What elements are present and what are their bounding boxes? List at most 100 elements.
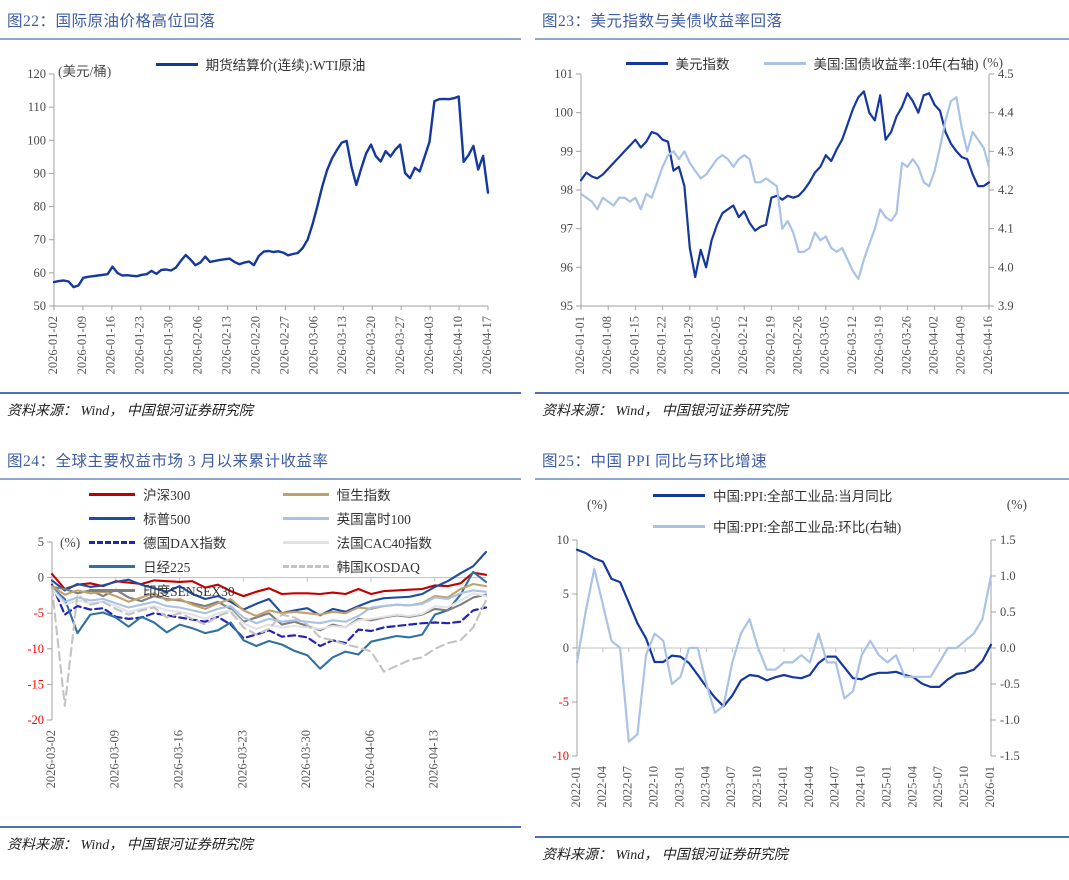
svg-text:2026-03-13: 2026-03-13 [335, 316, 349, 374]
svg-text:2026-02-19: 2026-02-19 [763, 316, 777, 374]
series-line-8 [50, 586, 488, 707]
svg-text:2024-04: 2024-04 [802, 765, 816, 807]
svg-text:2026-01-15: 2026-01-15 [627, 316, 641, 374]
title-divider [0, 478, 521, 480]
panel-figure-22: 图22：国际原油价格高位回落 期货结算价(连续):WTI原油 (美元/桶) 12… [0, 0, 521, 440]
y-axis-left: 120 110 100 90 80 70 60 50 [27, 67, 55, 313]
panel-figure-23: 图23：美元指数与美债收益率回落 美元指数 美国:国债收益率:10年(右轴) (%… [535, 0, 1069, 440]
svg-text:2026-01-02: 2026-01-02 [46, 316, 60, 374]
y-axis-right: 1.5 1.0 0.5 0.0 -0.5 -1.0 -1.5 [990, 533, 1020, 763]
bottom-divider [535, 392, 1069, 394]
bottom-divider [0, 392, 521, 394]
svg-text:2026-02-06: 2026-02-06 [191, 316, 205, 374]
svg-text:4.4: 4.4 [998, 106, 1014, 120]
svg-text:70: 70 [34, 233, 47, 247]
panel-figure-25: 图25：中国 PPI 同比与环比增速 中国:PPI:全部工业品:当月同比 中国:P… [535, 440, 1069, 880]
svg-text:1.5: 1.5 [1000, 533, 1016, 547]
y-axis-left: 5 0 -5 -10 -15 -20 [27, 535, 53, 727]
chart-title: 图23：美元指数与美债收益率回落 [542, 13, 783, 30]
axis-unit-label: (%) [60, 535, 81, 550]
svg-text:2026-01-30: 2026-01-30 [162, 316, 176, 374]
svg-text:2026-04-06: 2026-04-06 [363, 730, 377, 788]
chart-title: 图22：国际原油价格高位回落 [7, 13, 216, 30]
svg-text:-15: -15 [27, 677, 44, 691]
svg-text:10: 10 [557, 533, 570, 547]
svg-text:-0.5: -0.5 [1000, 677, 1020, 691]
svg-text:4.1: 4.1 [998, 222, 1014, 236]
series-line-1 [579, 96, 991, 280]
svg-text:4.3: 4.3 [998, 144, 1014, 158]
svg-text:2026-02-05: 2026-02-05 [709, 316, 723, 374]
title-divider [535, 38, 1069, 40]
svg-text:2026-03-06: 2026-03-06 [306, 316, 320, 374]
svg-text:2022-07: 2022-07 [621, 766, 635, 808]
svg-text:2026-04-17: 2026-04-17 [480, 316, 494, 374]
svg-text:-10: -10 [27, 642, 44, 656]
svg-text:5: 5 [563, 587, 569, 601]
svg-text:4.2: 4.2 [998, 183, 1014, 197]
svg-text:2023-10: 2023-10 [750, 766, 764, 808]
svg-text:2026-03-12: 2026-03-12 [845, 316, 859, 374]
svg-text:2022-04: 2022-04 [595, 765, 609, 807]
svg-text:2026-03-19: 2026-03-19 [872, 316, 886, 374]
svg-text:2022-01: 2022-01 [569, 766, 583, 808]
svg-text:4.5: 4.5 [998, 67, 1014, 81]
svg-text:2026-03-05: 2026-03-05 [818, 316, 832, 374]
series-line-0 [52, 95, 490, 289]
svg-text:2026-01-09: 2026-01-09 [75, 316, 89, 374]
svg-text:2026-03-16: 2026-03-16 [171, 730, 185, 788]
svg-text:2025-10: 2025-10 [957, 766, 971, 808]
svg-text:101: 101 [554, 67, 573, 81]
svg-text:2024-07: 2024-07 [828, 766, 842, 808]
svg-text:2026-02-20: 2026-02-20 [248, 316, 262, 374]
svg-text:2026-03-02: 2026-03-02 [44, 730, 58, 788]
axis-unit-label: (%) [1006, 497, 1027, 512]
svg-text:0.5: 0.5 [1000, 605, 1016, 619]
x-axis: 2026-01-02 2026-01-09 2026-01-16 2026-01-23… [46, 305, 494, 374]
svg-text:2026-03-30: 2026-03-30 [299, 730, 313, 788]
series-line-1 [50, 550, 488, 617]
svg-text:100: 100 [27, 133, 46, 147]
svg-text:0: 0 [563, 641, 569, 655]
svg-text:2024-10: 2024-10 [854, 766, 868, 808]
bottom-divider [0, 826, 521, 828]
bottom-divider [535, 836, 1069, 838]
svg-text:5: 5 [38, 535, 44, 549]
svg-text:80: 80 [34, 200, 47, 214]
panel-figure-24: 图24：全球主要权益市场 3 月以来累计收益率 沪深300 标普500 德国DAX指… [0, 440, 521, 880]
series-line-0 [575, 548, 993, 708]
svg-text:2026-01: 2026-01 [983, 766, 997, 808]
svg-text:2026-03-27: 2026-03-27 [393, 316, 407, 374]
svg-text:2026-02-26: 2026-02-26 [790, 316, 804, 374]
svg-text:2023-07: 2023-07 [724, 766, 738, 808]
svg-text:97: 97 [561, 222, 574, 236]
x-axis: 2022-01 2022-04 2022-07 2022-10 2023-01 2023-… [569, 647, 997, 808]
svg-text:2023-01: 2023-01 [672, 766, 686, 808]
svg-text:0.0: 0.0 [1000, 641, 1016, 655]
svg-text:2023-04: 2023-04 [698, 765, 712, 807]
svg-text:2026-04-10: 2026-04-10 [451, 316, 465, 374]
svg-text:2026-01-23: 2026-01-23 [133, 316, 147, 374]
svg-text:2026-03-09: 2026-03-09 [108, 730, 122, 788]
y-axis-left: 10 5 0 -5 -10 [552, 533, 578, 763]
svg-text:2026-04-13: 2026-04-13 [427, 730, 441, 788]
svg-text:99: 99 [561, 144, 574, 158]
axis-unit-label: (%) [587, 497, 608, 512]
chart-area: 期货结算价(连续):WTI原油 (美元/桶) 120 110 100 90 80 70 60… [0, 40, 521, 392]
series-line-2 [50, 583, 488, 648]
svg-text:2026-04-03: 2026-04-03 [422, 316, 436, 374]
svg-text:2026-02-13: 2026-02-13 [219, 316, 233, 374]
svg-text:98: 98 [561, 183, 574, 197]
title-divider [535, 478, 1069, 480]
series-line-6 [50, 587, 488, 625]
series-line-1 [575, 567, 993, 743]
svg-text:96: 96 [561, 260, 574, 274]
source-note: 资料来源： Wind， 中国银河证券研究院 [7, 404, 253, 419]
svg-text:2026-03-23: 2026-03-23 [235, 730, 249, 788]
svg-text:2025-04: 2025-04 [905, 765, 919, 807]
svg-text:2026-02-12: 2026-02-12 [736, 316, 750, 374]
series-line-0 [579, 90, 991, 279]
